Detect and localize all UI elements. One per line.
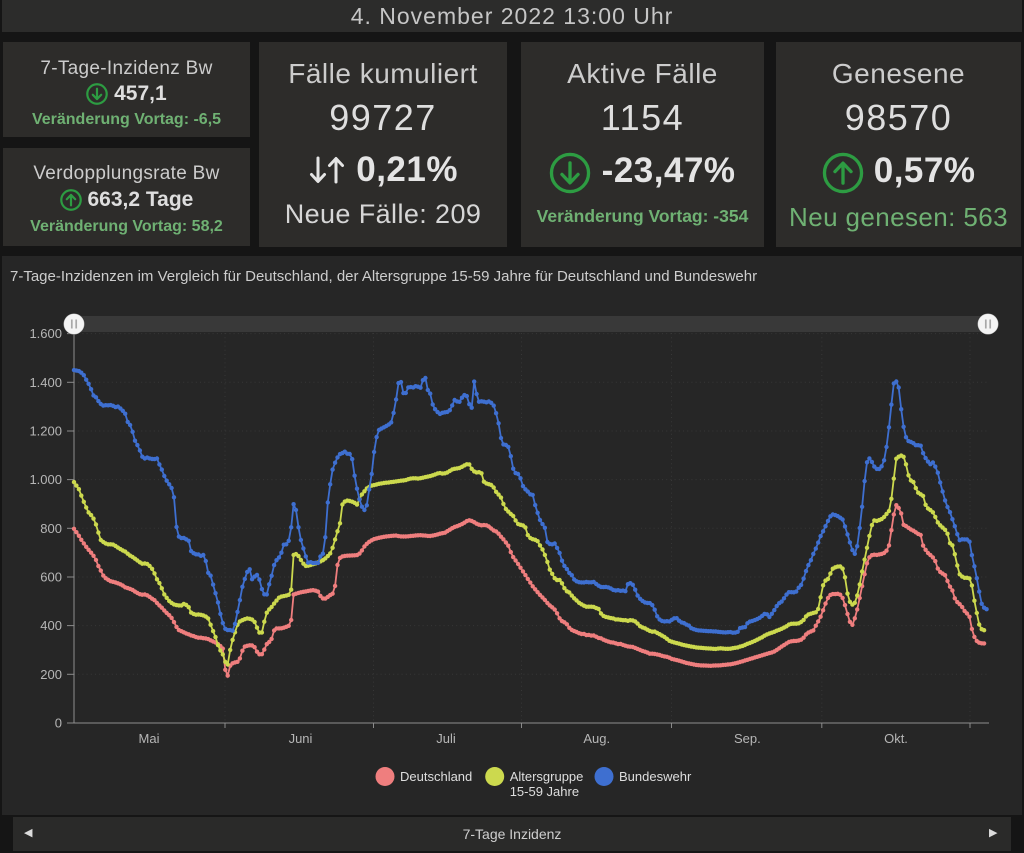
- svg-text:1.200: 1.200: [29, 424, 62, 439]
- svg-text:Aug.: Aug.: [583, 731, 610, 746]
- svg-text:200: 200: [40, 667, 62, 682]
- svg-text:15-59 Jahre: 15-59 Jahre: [510, 784, 579, 799]
- svg-text:Okt.: Okt.: [884, 731, 908, 746]
- svg-text:800: 800: [40, 521, 62, 536]
- svg-text:Juli: Juli: [436, 731, 456, 746]
- svg-text:Altersgruppe: Altersgruppe: [510, 769, 584, 784]
- svg-text:Sep.: Sep.: [734, 731, 761, 746]
- svg-text:1.600: 1.600: [29, 326, 62, 341]
- svg-text:0: 0: [55, 716, 62, 731]
- svg-text:Mai: Mai: [139, 731, 160, 746]
- svg-text:1.400: 1.400: [29, 375, 62, 390]
- svg-text:Juni: Juni: [289, 731, 313, 746]
- svg-text:400: 400: [40, 618, 62, 633]
- svg-text:1.000: 1.000: [29, 472, 62, 487]
- svg-text:Bundeswehr: Bundeswehr: [619, 769, 692, 784]
- svg-text:600: 600: [40, 570, 62, 585]
- svg-text:Deutschland: Deutschland: [400, 769, 472, 784]
